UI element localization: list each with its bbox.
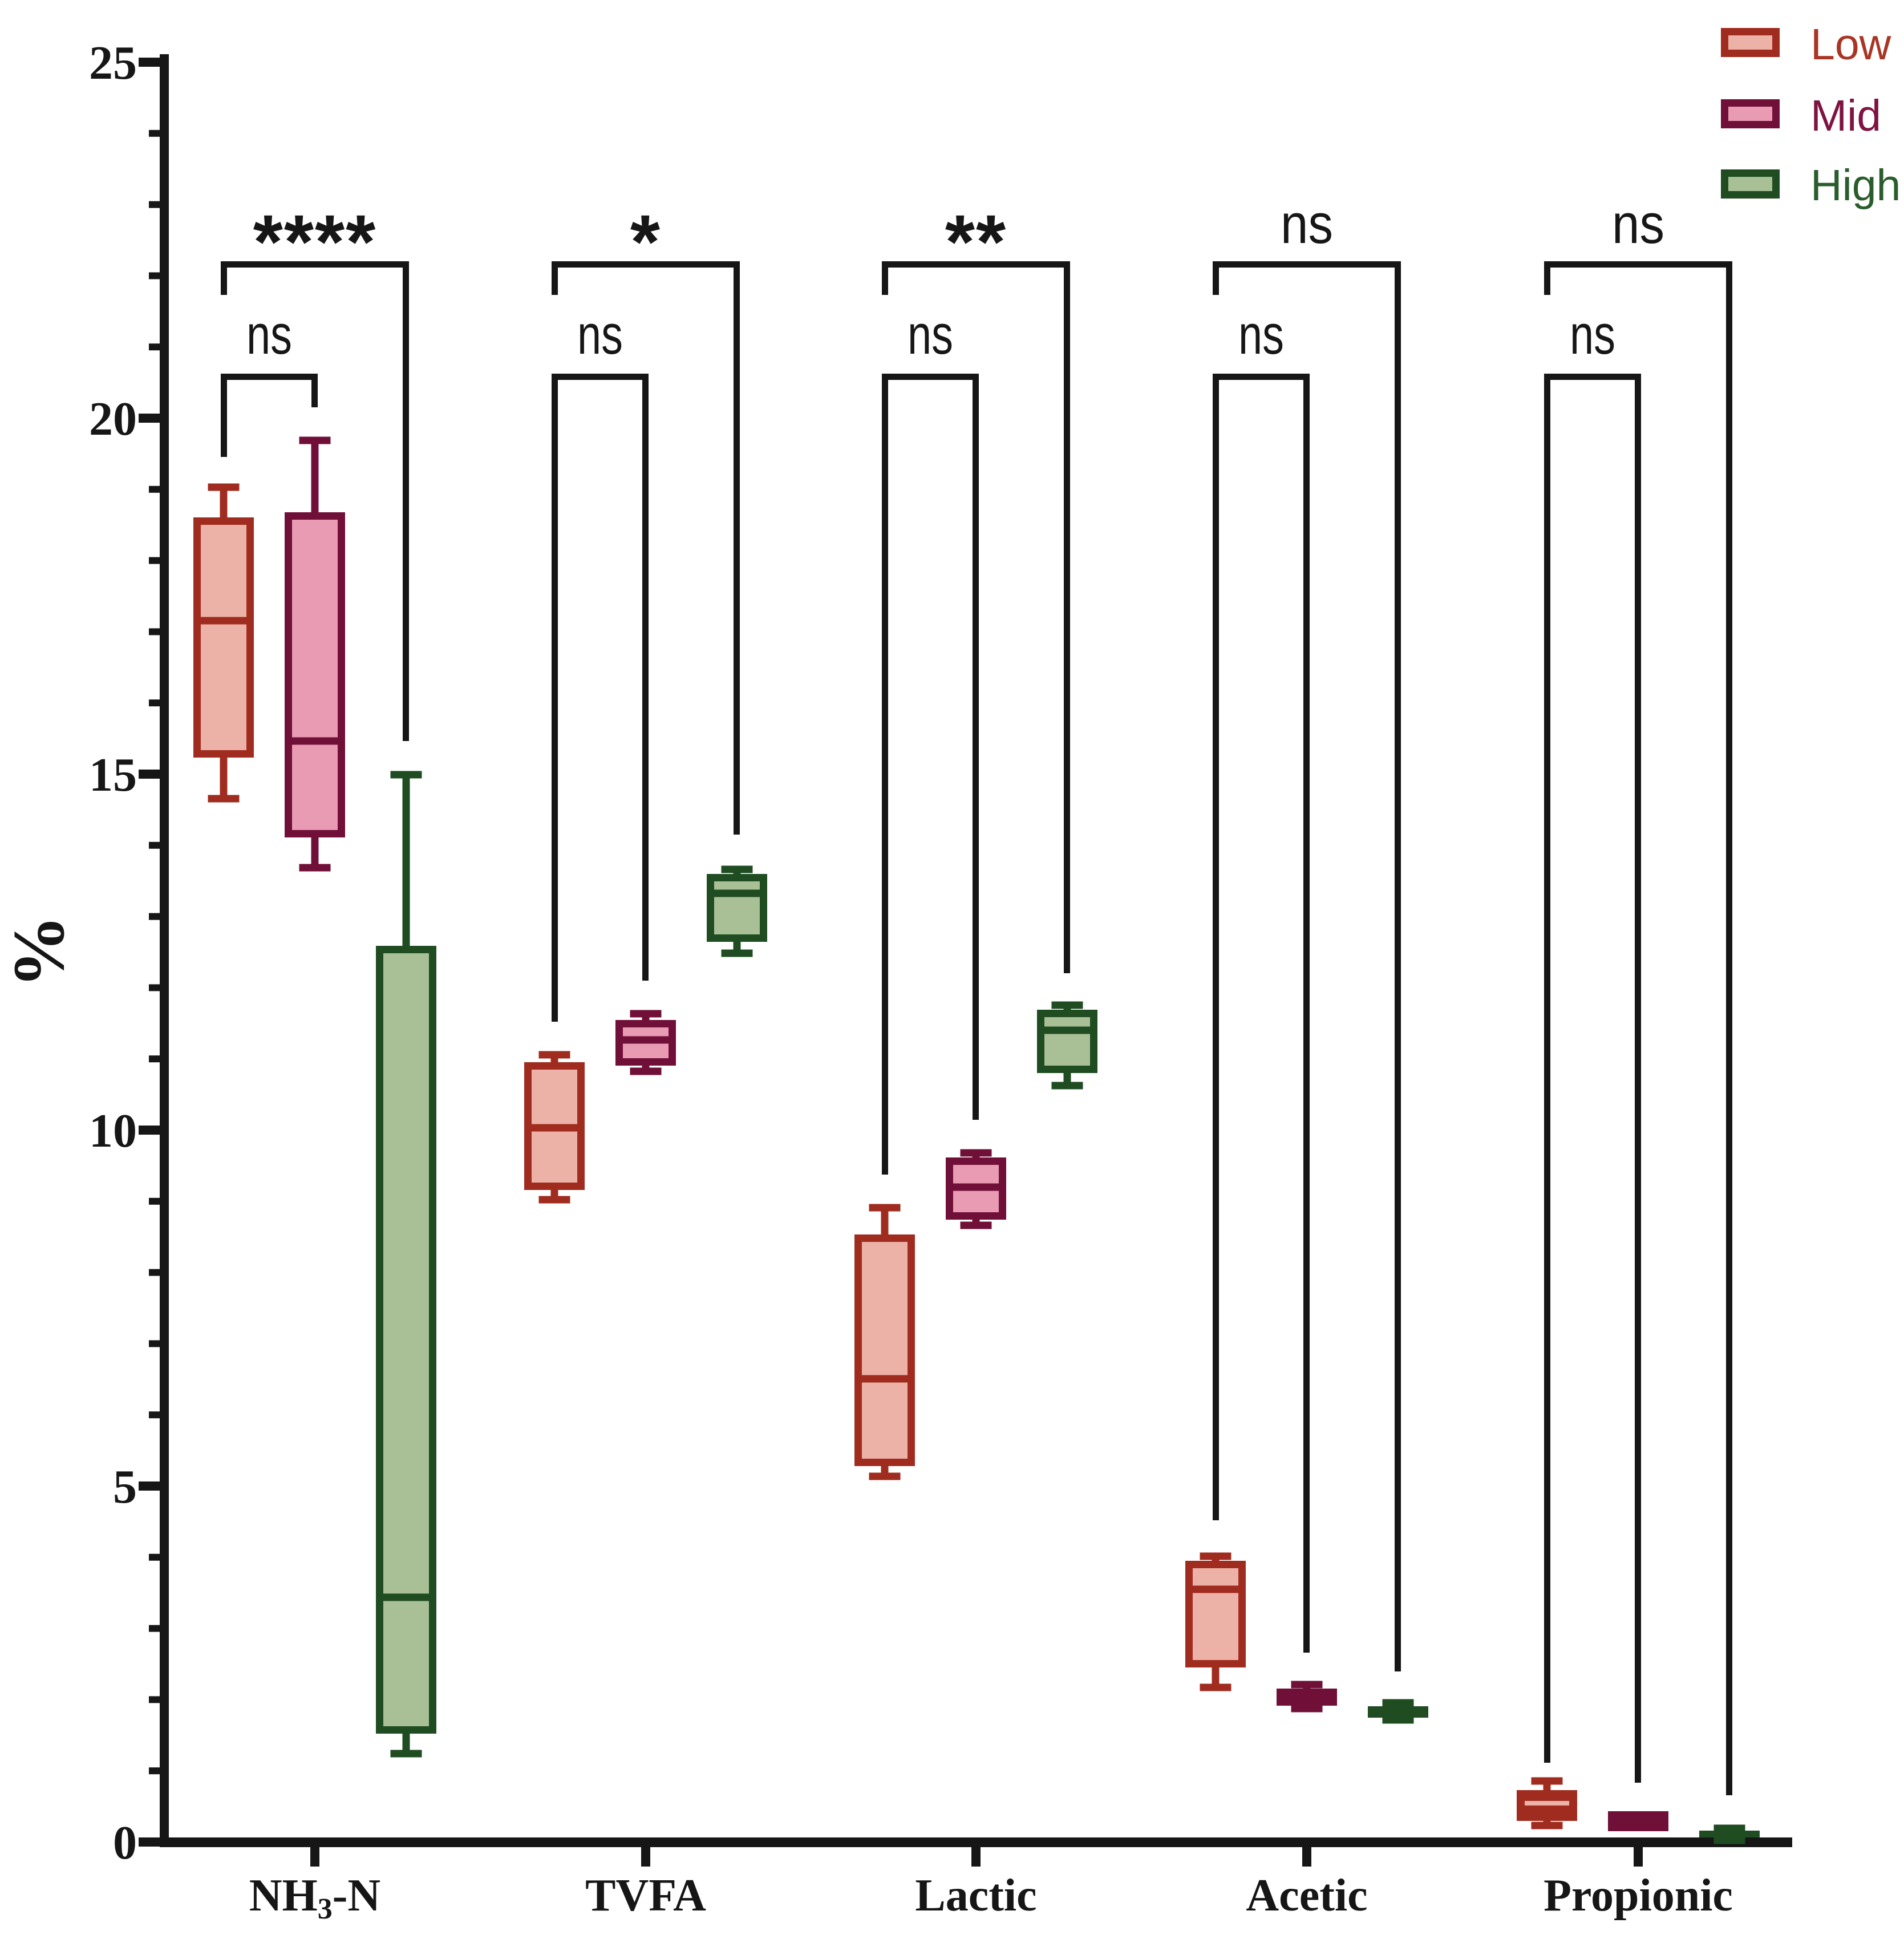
svg-text:ns: ns: [246, 303, 292, 366]
svg-text:ns: ns: [1281, 193, 1333, 255]
svg-text:20: 20: [89, 392, 137, 446]
svg-text:ns: ns: [1612, 193, 1664, 255]
svg-text:****: ****: [253, 200, 377, 285]
svg-text:ns: ns: [908, 303, 953, 366]
svg-text:Low: Low: [1810, 20, 1891, 69]
svg-text:25: 25: [89, 37, 137, 90]
svg-text:ns: ns: [1570, 303, 1615, 366]
svg-text:NH3-N: NH3-N: [249, 1871, 380, 1925]
svg-text:0: 0: [113, 1816, 137, 1869]
svg-text:15: 15: [89, 748, 137, 801]
svg-text:Lactic: Lactic: [915, 1871, 1036, 1921]
svg-text:5: 5: [113, 1460, 137, 1513]
svg-text:ns: ns: [1238, 303, 1284, 366]
svg-text:High: High: [1810, 161, 1901, 210]
svg-text:Acetic: Acetic: [1246, 1871, 1367, 1921]
svg-text:Mid: Mid: [1810, 91, 1881, 140]
svg-text:ns: ns: [577, 303, 623, 366]
svg-text:*: *: [630, 200, 661, 285]
svg-text:Propionic: Propionic: [1544, 1871, 1733, 1921]
svg-text:TVFA: TVFA: [585, 1871, 706, 1921]
svg-text:%: %: [0, 915, 79, 988]
svg-text:10: 10: [89, 1104, 137, 1157]
svg-text:**: **: [945, 200, 1007, 285]
